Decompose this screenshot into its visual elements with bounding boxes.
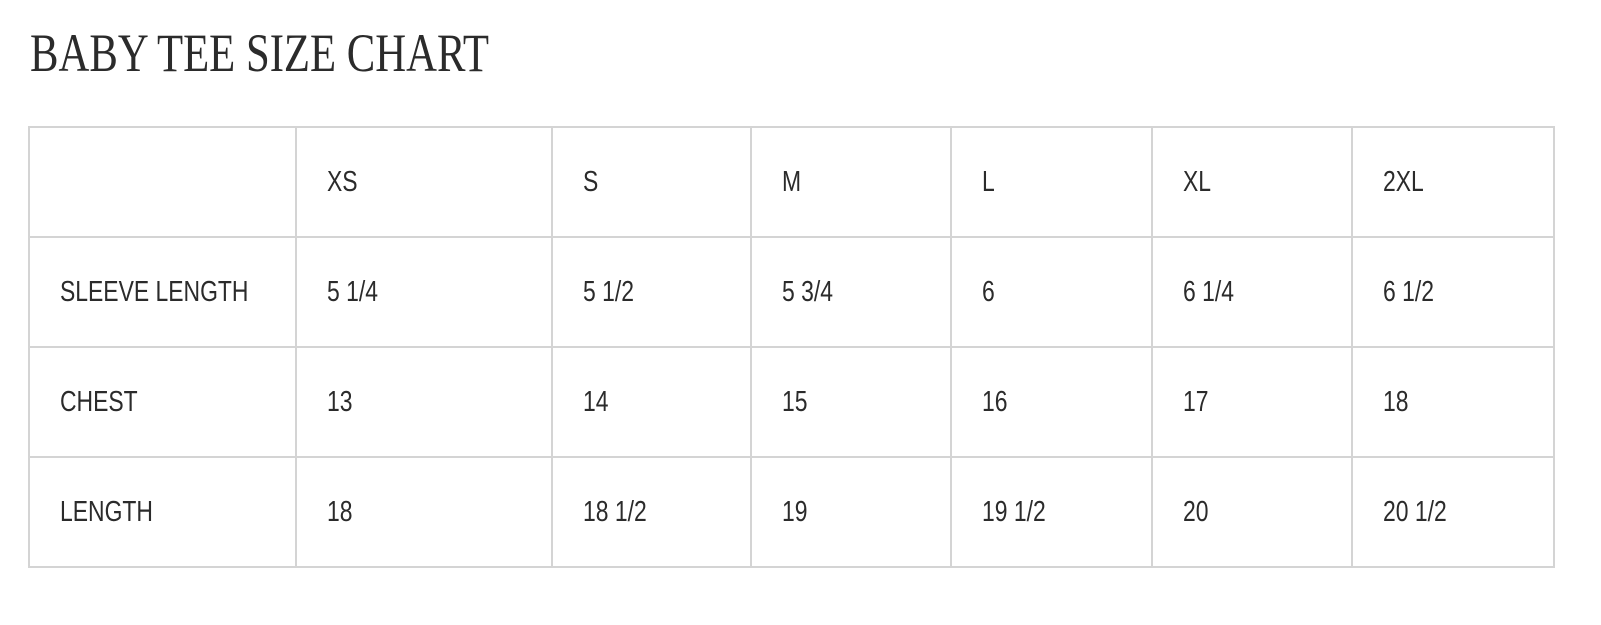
svg-text:BABY TEE SIZE CHART: BABY TEE SIZE CHART <box>30 23 489 83</box>
